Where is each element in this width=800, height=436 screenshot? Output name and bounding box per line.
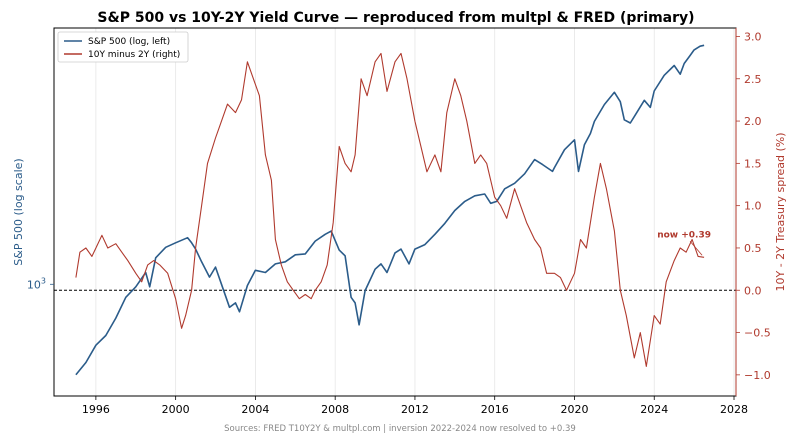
annotation-arrow xyxy=(689,240,703,256)
chart-title: S&P 500 vs 10Y-2Y Yield Curve — reproduc… xyxy=(97,10,694,26)
series-line-spread xyxy=(75,52,705,367)
y-right-tick-label-3: 0.5 xyxy=(744,242,762,255)
y-right-tick-label-6: 2.0 xyxy=(744,115,762,128)
y-right-tick-label-8: 3.0 xyxy=(744,30,762,43)
x-tick-label-5: 2016 xyxy=(481,403,509,416)
legend: S&P 500 (log, left) 10Y minus 2Y (right) xyxy=(57,31,189,63)
y-right-tick-label-5: 1.5 xyxy=(744,157,762,170)
grid xyxy=(95,28,735,396)
x-tick-label-0: 1996 xyxy=(82,403,110,416)
series-line-sp500 xyxy=(75,44,705,376)
x-tick-label-6: 2020 xyxy=(560,403,588,416)
footer-note: Sources: FRED T10Y2Y & multpl.com | inve… xyxy=(224,424,576,434)
x-tick-label-1: 2000 xyxy=(162,403,190,416)
legend-box xyxy=(57,31,189,63)
x-tick-label-2: 2004 xyxy=(241,403,269,416)
annotation-group: now +0.39 xyxy=(657,230,711,256)
x-tick-label-7: 2024 xyxy=(640,403,668,416)
y-left-label: S&P 500 (log scale) xyxy=(12,158,25,265)
x-tick-label-3: 2008 xyxy=(321,403,349,416)
left-axis-ticks: 103 xyxy=(27,276,54,291)
x-tick-label-8: 2028 xyxy=(720,403,748,416)
y-right-tick-label-7: 2.5 xyxy=(744,73,762,86)
legend-label-sp500: S&P 500 (log, left) xyxy=(88,37,170,47)
y-right-label: 10Y - 2Y Treasury spread (%) xyxy=(774,132,787,291)
series-group xyxy=(75,44,705,376)
y-right-tick-label-2: 0.0 xyxy=(744,284,762,297)
x-tick-label-4: 2012 xyxy=(401,403,429,416)
annotation-label: now +0.39 xyxy=(657,230,711,240)
x-axis-ticks: 1996 2000 2004 2008 2012 2016 2020 2024 2028 xyxy=(82,396,748,416)
y-left-tick-label: 103 xyxy=(27,276,46,291)
legend-label-spread: 10Y minus 2Y (right) xyxy=(88,50,180,60)
plot-frame xyxy=(53,27,737,397)
right-axis-ticks: −1.0 −0.5 0.0 0.5 1.0 1.5 2.0 2.5 3.0 xyxy=(736,30,771,382)
y-right-tick-label-0: −1.0 xyxy=(744,369,771,382)
y-right-tick-label-4: 1.0 xyxy=(744,200,762,213)
y-right-tick-label-1: −0.5 xyxy=(744,327,771,340)
